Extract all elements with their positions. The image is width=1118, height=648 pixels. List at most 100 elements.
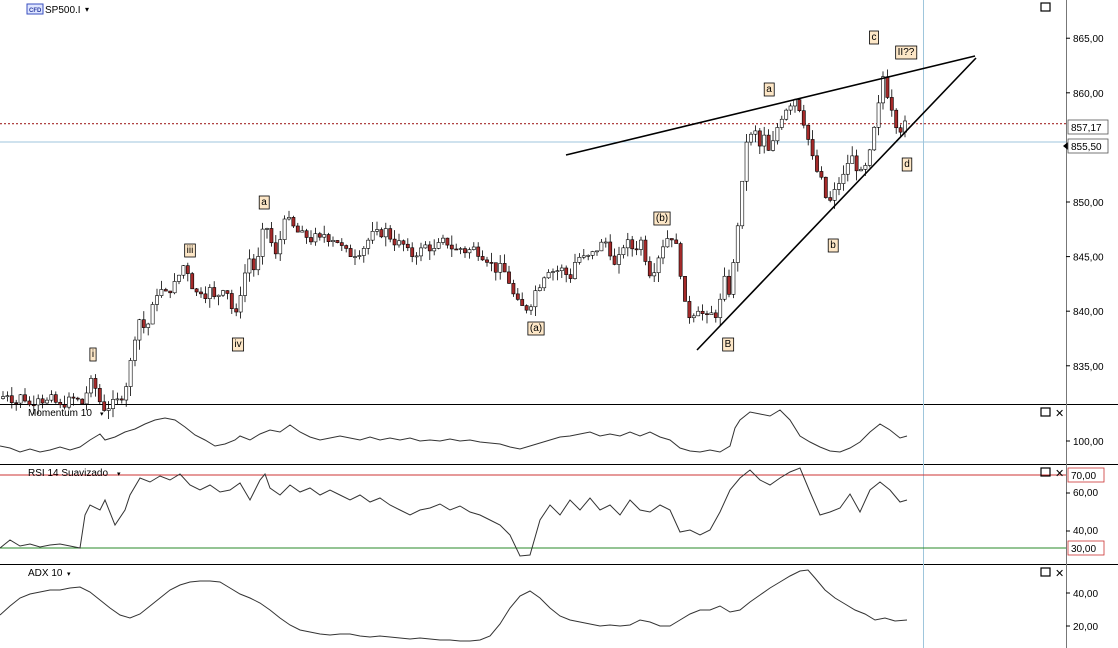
candle-up bbox=[172, 281, 177, 294]
candle-down bbox=[168, 290, 173, 294]
candle-up bbox=[771, 140, 775, 151]
candlestick-series bbox=[1, 69, 907, 419]
candle-up bbox=[775, 127, 780, 142]
last-price-label: 857,17 bbox=[1071, 123, 1102, 134]
candle-down bbox=[9, 395, 14, 403]
candle-down bbox=[53, 394, 58, 403]
candle-down bbox=[894, 109, 899, 129]
candle-up bbox=[247, 258, 252, 274]
candle-down bbox=[507, 271, 511, 284]
candle-up bbox=[749, 133, 753, 143]
candle-up bbox=[313, 233, 318, 243]
adx-dropdown-icon[interactable]: ▾ bbox=[67, 570, 71, 578]
wave-label: B bbox=[725, 339, 732, 350]
candle-down bbox=[379, 229, 384, 238]
candle-down bbox=[757, 130, 762, 147]
candle-up bbox=[159, 289, 164, 296]
symbol-dropdown-icon[interactable]: ▾ bbox=[85, 5, 89, 14]
momentum-close-icon[interactable]: ✕ bbox=[1055, 407, 1064, 420]
adx-title[interactable]: ADX 10 bbox=[28, 568, 63, 579]
momentum-panel[interactable]: Momentum 10 ▾ ✕ 100,00 bbox=[0, 407, 1104, 453]
wave-label-box bbox=[895, 45, 918, 60]
candle-down bbox=[608, 241, 613, 257]
candle-up bbox=[357, 255, 362, 257]
candle-down bbox=[674, 239, 679, 244]
adx-panel[interactable]: ADX 10 ▾ ✕ 40,00 20,00 bbox=[0, 567, 1098, 642]
candle-down bbox=[485, 259, 489, 263]
candle-up bbox=[573, 262, 577, 279]
wave-label: II?? bbox=[898, 47, 915, 58]
wave-label-box bbox=[527, 321, 545, 336]
candle-up bbox=[238, 295, 243, 313]
rsi-panel[interactable]: RSI 14 Suavizado ▾ ✕ 70,00 60,00 40,00 3… bbox=[0, 467, 1105, 557]
rsi-dropdown-icon[interactable]: ▾ bbox=[117, 470, 121, 478]
rsi-title[interactable]: RSI 14 Suavizado bbox=[28, 468, 108, 479]
price-tick-label: 835,00 bbox=[1073, 362, 1104, 373]
candle-down bbox=[190, 273, 195, 290]
candle-up bbox=[207, 287, 212, 299]
candle-down bbox=[23, 394, 27, 402]
wave-label-box bbox=[184, 243, 196, 258]
candle-down bbox=[801, 110, 806, 126]
candle-up bbox=[603, 241, 608, 244]
candle-up bbox=[850, 155, 855, 164]
candle-up bbox=[542, 277, 547, 289]
wave-label: iii bbox=[187, 245, 194, 256]
candle-down bbox=[480, 256, 485, 261]
candle-up bbox=[779, 118, 784, 128]
candle-down bbox=[199, 291, 203, 295]
price-tick-label: 845,00 bbox=[1073, 253, 1104, 264]
adx-close-icon[interactable]: ✕ bbox=[1055, 567, 1064, 580]
rsi-close-icon[interactable]: ✕ bbox=[1055, 467, 1064, 480]
momentum-maximize-icon[interactable] bbox=[1040, 407, 1051, 417]
candle-up bbox=[133, 339, 137, 361]
candle-up bbox=[639, 239, 643, 250]
candle-up bbox=[397, 240, 401, 246]
candle-down bbox=[317, 233, 322, 238]
candle-up bbox=[625, 239, 630, 249]
candle-up bbox=[696, 310, 701, 317]
candle-down bbox=[493, 262, 498, 273]
candle-down bbox=[898, 127, 903, 133]
candle-down bbox=[344, 245, 349, 249]
symbol-header[interactable]: CFD SP500.I ▾ bbox=[26, 3, 89, 16]
symbol-name[interactable]: SP500.I bbox=[45, 5, 81, 16]
wave-label-box bbox=[258, 195, 270, 210]
candle-down bbox=[410, 247, 415, 257]
candle-down bbox=[225, 290, 230, 294]
candle-down bbox=[489, 262, 494, 264]
wave-label-box bbox=[231, 337, 245, 352]
candle-down bbox=[713, 312, 718, 318]
candle-up bbox=[265, 228, 269, 230]
candle-up bbox=[106, 408, 111, 411]
candle-up bbox=[467, 249, 472, 254]
candle-up bbox=[722, 275, 727, 300]
candle-up bbox=[67, 396, 71, 408]
candle-down bbox=[194, 288, 199, 293]
price-axis: 865,00860,00855,00850,00845,00840,00835,… bbox=[1066, 34, 1104, 373]
candle-down bbox=[427, 244, 432, 252]
candle-up bbox=[436, 242, 441, 249]
candle-up bbox=[872, 127, 877, 151]
candle-down bbox=[612, 255, 617, 265]
candle-down bbox=[511, 283, 516, 295]
wave-label: a bbox=[766, 84, 772, 95]
candle-down bbox=[273, 242, 278, 255]
candle-up bbox=[155, 295, 159, 305]
candle-up bbox=[533, 290, 538, 308]
candle-down bbox=[700, 310, 705, 314]
candle-up bbox=[84, 392, 89, 405]
candle-up bbox=[18, 394, 23, 404]
momentum-dropdown-icon[interactable]: ▾ bbox=[100, 410, 104, 418]
candle-down bbox=[568, 274, 573, 279]
momentum-title[interactable]: Momentum 10 bbox=[28, 408, 92, 419]
candle-down bbox=[335, 240, 340, 243]
adx-maximize-icon[interactable] bbox=[1040, 567, 1051, 577]
maximize-icon[interactable] bbox=[1040, 2, 1051, 12]
rsi-maximize-icon[interactable] bbox=[1040, 467, 1051, 477]
candle-down bbox=[141, 319, 146, 328]
candle-up bbox=[331, 240, 335, 243]
wave-label: c bbox=[872, 32, 877, 43]
